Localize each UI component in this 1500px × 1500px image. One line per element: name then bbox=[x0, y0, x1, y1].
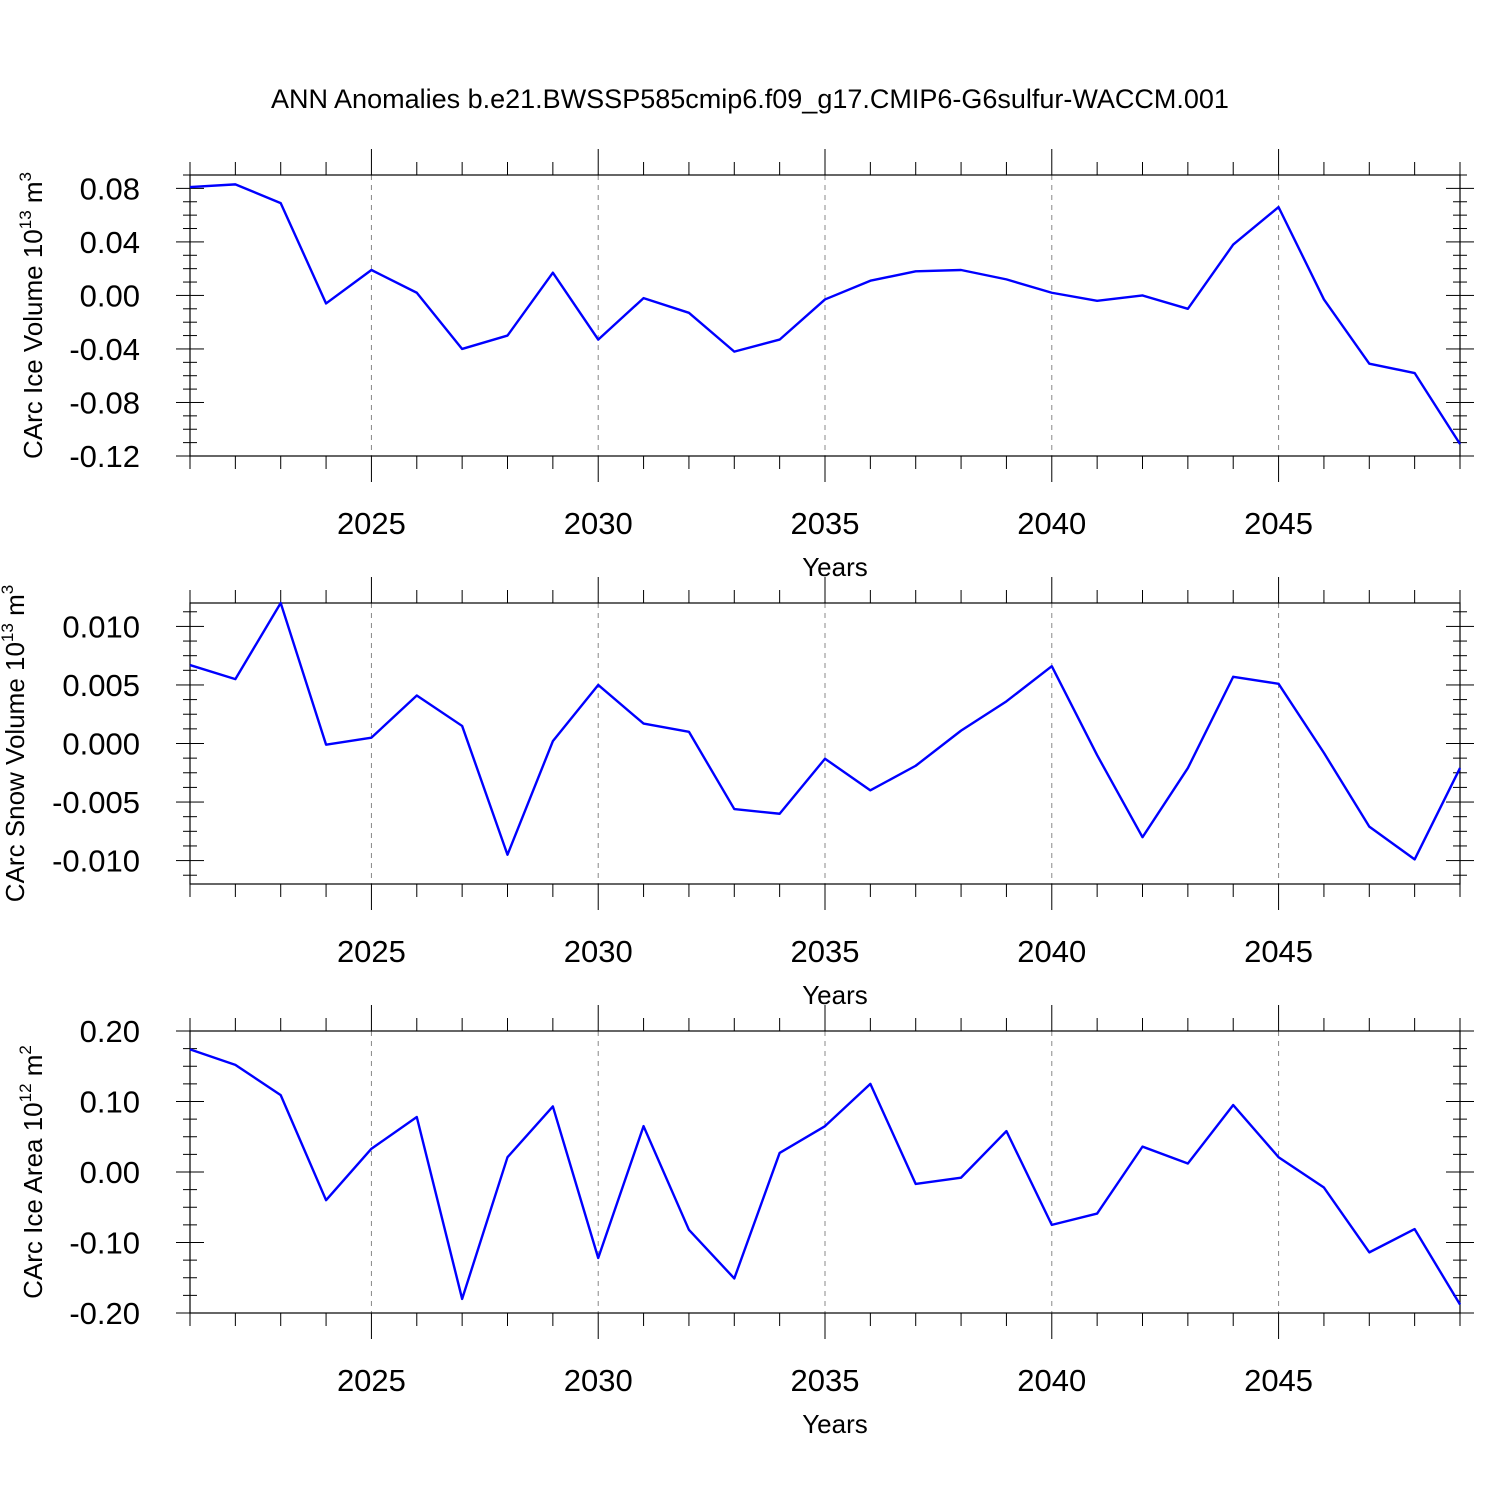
y-tick-label: -0.010 bbox=[52, 844, 140, 879]
x-axis-label: Years bbox=[802, 552, 868, 582]
y-tick-label: 0.010 bbox=[62, 609, 140, 644]
y-axis-label: CArc Snow Volume 1013 m3 bbox=[0, 585, 30, 902]
y-tick-label: -0.12 bbox=[69, 439, 140, 474]
y-tick-label: -0.04 bbox=[69, 332, 140, 367]
x-tick-label: 2035 bbox=[791, 934, 860, 969]
y-tick-label: 0.20 bbox=[80, 1014, 140, 1049]
x-tick-label: 2045 bbox=[1244, 506, 1313, 541]
x-tick-label: 2040 bbox=[1017, 506, 1086, 541]
y-tick-label: 0.04 bbox=[80, 225, 140, 260]
x-tick-label: 2025 bbox=[337, 934, 406, 969]
x-tick-label: 2030 bbox=[564, 1363, 633, 1398]
y-axis-label-unit-exponent: 3 bbox=[0, 585, 17, 594]
x-tick-label: 2025 bbox=[337, 1363, 406, 1398]
chart-panel-1: 2025 2030 2035 2040 2045 Years 0.08 0.04 0.00 -0.… bbox=[16, 149, 1474, 582]
x-tick-label: 2040 bbox=[1017, 934, 1086, 969]
y-tick-label: -0.005 bbox=[52, 785, 140, 820]
y-axis-label: CArc Ice Area 1012 m2 bbox=[16, 1045, 48, 1299]
x-tick-label: 2035 bbox=[791, 506, 860, 541]
x-axis-label: Years bbox=[802, 1409, 868, 1439]
x-tick-label: 2025 bbox=[337, 506, 406, 541]
figure-title: ANN Anomalies b.e21.BWSSP585cmip6.f09_g1… bbox=[271, 84, 1229, 114]
x-tick-label: 2035 bbox=[791, 1363, 860, 1398]
x-tick-label: 2030 bbox=[564, 934, 633, 969]
x-tick-label: 2045 bbox=[1244, 934, 1313, 969]
y-tick-label: 0.10 bbox=[80, 1085, 140, 1120]
x-tick-label: 2040 bbox=[1017, 1363, 1086, 1398]
chart-panel-2: 2025 2030 2035 2040 2045 Years 0.010 0.005 0.000… bbox=[0, 577, 1474, 1010]
y-tick-label: -0.20 bbox=[69, 1296, 140, 1331]
x-tick-label: 2030 bbox=[564, 506, 633, 541]
y-axis-label-unit: m bbox=[18, 181, 48, 210]
y-axis-label-exponent: 12 bbox=[16, 1083, 35, 1102]
y-tick-label: 0.00 bbox=[80, 278, 140, 313]
x-axis-label: Years bbox=[802, 980, 868, 1010]
y-tick-label: 0.08 bbox=[80, 171, 140, 206]
y-axis-label-unit: m bbox=[18, 1055, 48, 1084]
y-tick-label: 0.00 bbox=[80, 1155, 140, 1190]
y-axis-label-unit-exponent: 2 bbox=[16, 1045, 35, 1054]
series-line bbox=[189, 1048, 1462, 1306]
y-axis-label-text: CArc Ice Area 10 bbox=[18, 1102, 48, 1299]
x-tick-label: 2045 bbox=[1244, 1363, 1313, 1398]
y-tick-label: -0.08 bbox=[69, 385, 140, 420]
y-axis-label-exponent: 13 bbox=[0, 623, 17, 642]
y-tick-label: 0.000 bbox=[62, 727, 140, 762]
y-tick-label: -0.10 bbox=[69, 1226, 140, 1261]
y-axis-label-unit-exponent: 3 bbox=[16, 172, 35, 181]
y-axis-label-text: CArc Ice Volume 10 bbox=[18, 229, 48, 459]
y-axis-label-unit: m bbox=[0, 594, 30, 623]
y-axis-label-text: CArc Snow Volume 10 bbox=[0, 642, 30, 902]
y-axis-label: CArc Ice Volume 1013 m3 bbox=[16, 172, 48, 459]
y-tick-label: 0.005 bbox=[62, 668, 140, 703]
series-line bbox=[189, 601, 1462, 861]
chart-panel-3: 2025 2030 2035 2040 2045 Years 0.20 0.10 0.00 -0.… bbox=[16, 1005, 1474, 1439]
y-axis-label-exponent: 13 bbox=[16, 210, 35, 229]
